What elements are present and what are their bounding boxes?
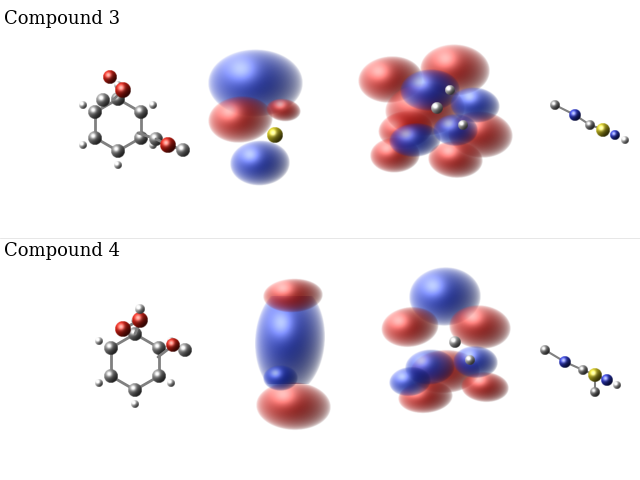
Text: Compound 3: Compound 3 xyxy=(4,10,120,28)
Text: Compound 4: Compound 4 xyxy=(4,242,120,260)
